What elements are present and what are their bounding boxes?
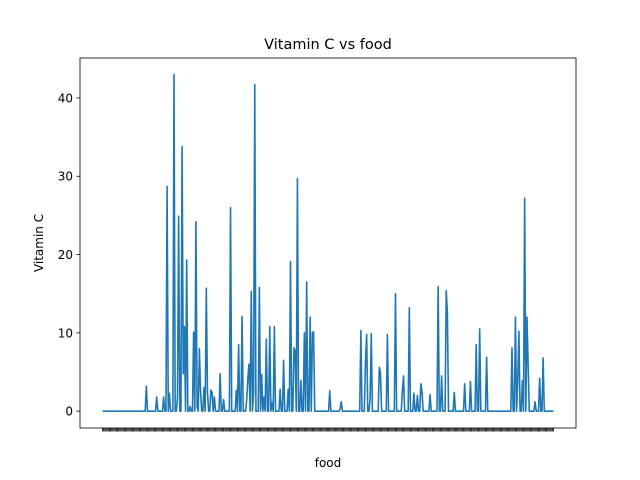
plot-frame — [79, 57, 577, 429]
series-line — [102, 73, 554, 412]
y-tick-label: 0 — [65, 405, 73, 419]
y-ticks: 0 10 20 30 40 — [58, 91, 80, 419]
y-axis-label: Vitamin C — [32, 214, 46, 272]
y-tick-label: 40 — [58, 91, 73, 105]
y-tick-label: 20 — [58, 248, 73, 262]
y-tick-label: 10 — [58, 326, 73, 340]
chart-title: Vitamin C vs food — [264, 37, 392, 53]
y-tick-label: 30 — [58, 170, 73, 184]
x-axis-label: food — [315, 456, 342, 470]
x-ticks — [102, 428, 554, 432]
